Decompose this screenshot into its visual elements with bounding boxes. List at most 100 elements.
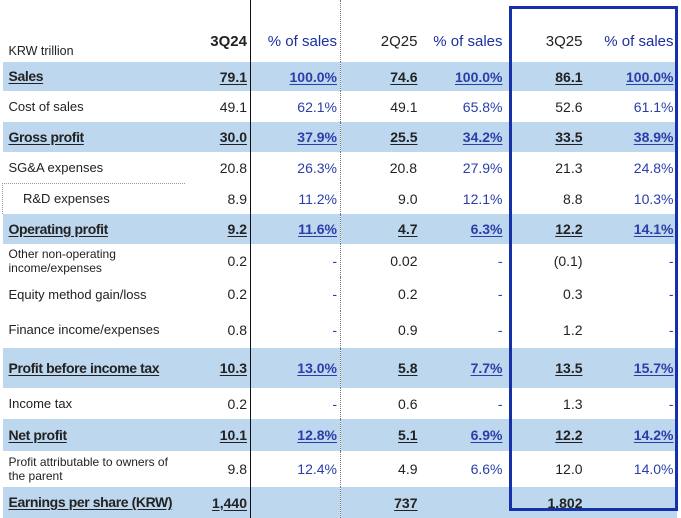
table-row: Income tax 0.2 - 0.6 - 1.3 - [3,388,677,419]
row-label: Operating profit [2,214,185,244]
value-2q25: 5.1 [340,419,421,451]
row-label-text: R&D expenses [23,191,110,207]
value-3q24: 0.2 [184,388,251,419]
table-row: Operating profit 9.2 11.6% 4.7 6.3% 12.2 14.1% [2,214,677,244]
value-2q25: 20.8 [341,152,421,183]
row-label-text: Finance income/expenses [8,322,160,337]
row-label-text: Net profit [8,426,68,443]
value-2q25-text: 5.1 [398,427,418,443]
value-3q24: 20.8 [184,152,251,183]
pct-3q25-text: 14.2% [633,427,674,443]
pct-3q25: 15.7% [585,348,677,388]
row-label: Profit before income tax [2,348,185,388]
value-3q25: 1.2 [506,311,586,348]
pct-2q25-text: 65.8% [462,98,503,115]
row-label: SG&A expenses [3,152,185,183]
pct-3q25: 24.8% [586,152,677,183]
row-label-text: Gross profit [8,128,85,145]
value-2q25: 0.2 [341,277,421,311]
pct-2q25: 6.6% [421,451,506,487]
pct-2q25-text: 6.3% [470,221,503,237]
value-2q25-text: 20.8 [389,159,417,176]
row-label-text: SG&A expenses [8,159,104,175]
value-3q25-text: 52.6 [555,98,583,115]
row-label-text: Earnings per share (KRW) [8,494,173,510]
pct-3q24-text: 37.9% [297,129,337,145]
pct-3q25-text: - [668,286,674,302]
value-3q24-text: 0.2 [227,395,247,412]
value-3q25: 12.2 [505,419,586,451]
value-2q25: 0.02 [341,244,421,277]
table-row: R&D expenses 8.9 11.2% 9.0 12.1% 8.8 10.3% [2,182,677,214]
value-2q25-text: 737 [394,494,418,511]
table-row: Profit attributable to owners of the par… [3,451,677,487]
pct-3q24: - [250,388,341,419]
row-label: Gross profit [2,122,185,152]
row-label: Income tax [3,388,185,419]
row-label: Other non-operating income/expenses [3,244,185,277]
value-3q24-text: 10.1 [219,427,247,443]
pct-2q25: 12.1% [421,183,506,214]
pct-2q25-text: 100.0% [455,68,503,85]
value-2q25: 49.1 [341,91,421,122]
value-3q25-text: 1,802 [547,494,583,511]
value-3q25-text: 86.1 [555,68,583,85]
pct-3q25-text: 24.8% [633,159,674,176]
value-3q24: 10.3 [184,348,251,388]
row-label: Equity method gain/loss [3,277,185,311]
value-3q24-text: 0.8 [227,321,247,338]
pct-3q24 [250,487,341,518]
pct-3q24: 13.0% [250,348,341,388]
pct-3q24-text: 100.0% [289,68,337,85]
pct-2q25: 27.9% [421,152,506,183]
pct-3q24: - [250,277,341,311]
value-3q24: 0.8 [184,311,251,348]
pct-2q25: 6.9% [420,419,506,451]
value-3q24-text: 1,440 [211,494,247,511]
col-2q25-pct: % of sales [433,33,503,50]
pct-3q24-text: - [332,395,337,412]
pct-2q25: 65.8% [421,91,506,122]
value-2q25-text: 5.8 [398,360,418,376]
table-row: Other non-operating income/expenses 0.2 - 0… [3,244,677,277]
pct-2q25-text: 34.2% [462,129,503,145]
value-3q25: 13.5 [505,348,586,388]
row-label-text: Profit attributable to owners of the par… [8,455,168,483]
pct-3q24: 100.0% [250,62,341,91]
value-3q24: 79.1 [184,62,251,91]
value-3q25: 0.3 [506,277,586,311]
value-2q25: 25.5 [340,122,421,152]
table-row: SG&A expenses 20.8 26.3% 20.8 27.9% 21.3 24.8% [3,152,677,183]
value-3q24: 9.2 [184,214,251,244]
pct-2q25: - [421,244,506,277]
pct-3q24-text: - [332,286,337,302]
value-3q25: 52.6 [506,91,586,122]
pct-3q25-text: 14.1% [633,221,674,237]
value-3q25-text: (0.1) [553,252,583,269]
value-3q25: 1,802 [505,487,586,518]
value-2q25-text: 4.9 [398,461,418,477]
pct-3q25 [585,487,677,518]
pct-3q25: 14.2% [585,419,677,451]
col-3q24: 3Q24 [184,0,251,62]
value-3q25-text: 33.5 [555,129,583,145]
value-3q24: 30.0 [184,122,251,152]
header-row: KRW trillion 3Q24 % of sales 2Q25 % of s… [3,0,677,62]
table-row: Equity method gain/loss 0.2 - 0.2 - 0.3 - [3,277,677,311]
value-3q24: 0.2 [184,277,251,311]
value-2q25: 737 [340,487,421,518]
pct-3q24: 37.9% [250,122,341,152]
value-2q25: 4.9 [341,451,421,487]
pct-3q24-text: - [332,252,337,269]
unit-label: KRW trillion [8,44,74,58]
value-3q24-text: 10.3 [219,360,247,376]
pct-3q24-text: 13.0% [297,360,337,376]
pct-2q25-text: - [497,321,503,338]
value-3q25-text: 13.5 [555,360,583,376]
value-3q25-text: 12.2 [555,427,583,443]
value-3q24-text: 0.2 [227,286,247,302]
pct-3q25: - [586,244,677,277]
pct-3q24-text: - [332,321,337,338]
value-3q24: 8.9 [184,183,251,214]
